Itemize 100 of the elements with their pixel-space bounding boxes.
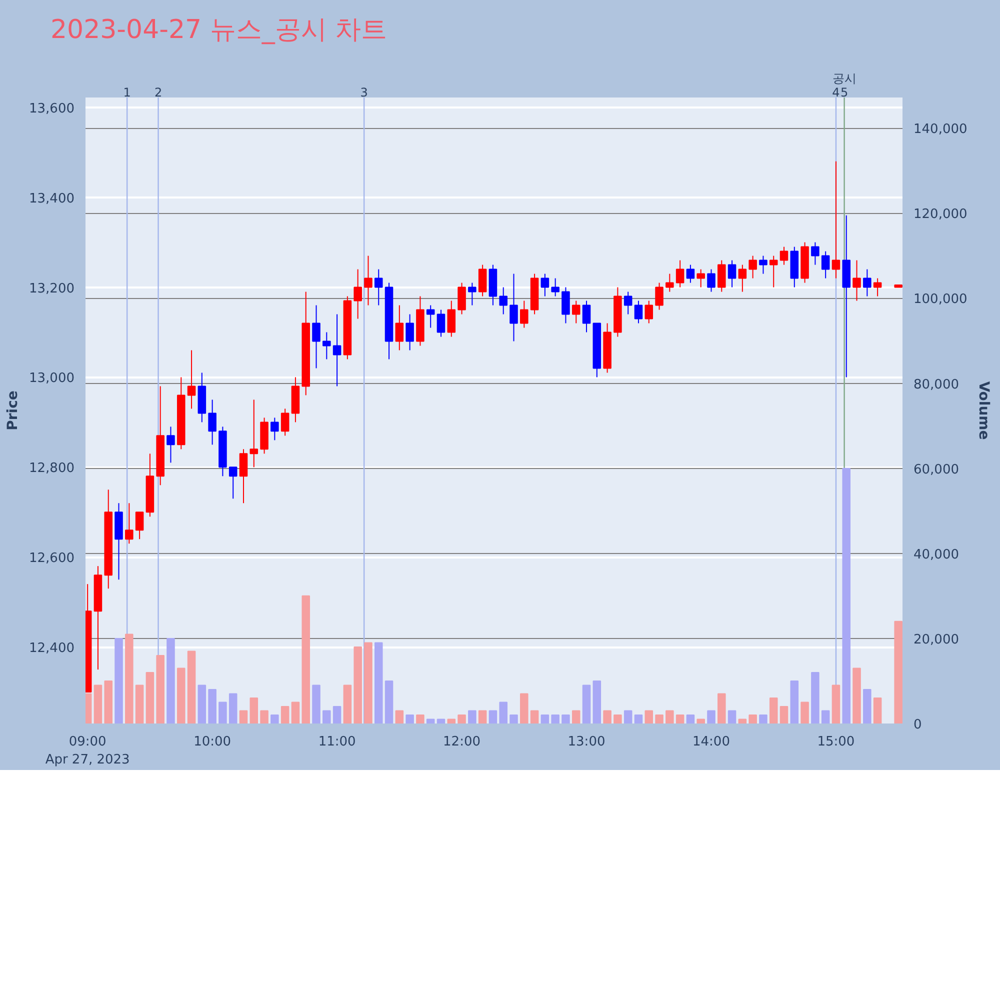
bar	[302, 595, 310, 724]
candlestick	[634, 300, 643, 324]
candlestick	[135, 512, 144, 540]
bar	[499, 702, 508, 724]
bar	[395, 710, 404, 724]
candlestick	[426, 304, 435, 328]
bar	[551, 714, 560, 724]
candlestick	[458, 282, 466, 315]
bar	[291, 702, 300, 724]
bar	[562, 714, 570, 724]
bar	[280, 706, 290, 724]
bar	[176, 668, 186, 724]
bar	[208, 688, 216, 724]
bar	[582, 684, 591, 724]
y2-tick-label: 20,000	[914, 632, 959, 648]
y-tick-label: 12,400	[29, 641, 75, 656]
bar	[354, 646, 362, 724]
candlestick	[624, 291, 632, 315]
bar	[540, 714, 550, 724]
y2-tick-label: 60,000	[914, 462, 959, 478]
bar	[738, 718, 747, 724]
candlestick	[728, 260, 736, 288]
bar	[748, 714, 757, 724]
bar	[510, 714, 518, 724]
candlestick	[540, 273, 550, 297]
candlestick	[406, 314, 414, 351]
bar	[655, 714, 664, 724]
candlestick	[852, 260, 861, 302]
x-tick-label: 14:00	[692, 734, 730, 750]
bar	[125, 634, 134, 724]
candlestick	[436, 309, 446, 338]
candlestick	[769, 255, 778, 288]
candlestick	[447, 300, 456, 338]
candlestick	[354, 268, 362, 320]
ref-line-label: 5	[840, 86, 848, 100]
candlestick	[738, 264, 747, 292]
ref-line-label: 3	[360, 86, 368, 100]
candlestick	[499, 286, 508, 315]
x-tick-label: 11:00	[318, 734, 356, 750]
bar	[114, 638, 123, 724]
bar	[800, 702, 809, 724]
candlestick	[562, 286, 570, 324]
bar	[530, 710, 539, 724]
bar	[676, 714, 684, 724]
y2-tick-label: 140,000	[914, 122, 968, 138]
y-tick-label: 13,000	[29, 371, 75, 386]
bar	[146, 672, 154, 724]
candlestick	[707, 268, 716, 292]
candlestick	[696, 268, 705, 288]
bar	[811, 672, 820, 724]
candlestick	[676, 260, 684, 288]
candlestick	[332, 314, 342, 387]
bar	[603, 710, 612, 724]
bar	[312, 684, 320, 724]
bar	[821, 710, 830, 724]
bar	[343, 684, 352, 724]
ref-line-label: 2	[154, 86, 162, 100]
candlestick	[312, 304, 320, 369]
bar	[873, 697, 882, 724]
y-tick-label: 13,600	[29, 101, 75, 116]
x-tick-label: 10:00	[194, 734, 232, 750]
candlestick	[655, 282, 664, 310]
y-tick-label: 13,200	[29, 281, 75, 296]
candlestick	[468, 282, 476, 306]
bar	[406, 714, 414, 724]
bar	[718, 693, 726, 724]
bar	[478, 710, 487, 724]
candlestick	[510, 273, 518, 342]
bar	[187, 650, 196, 724]
bar	[332, 706, 342, 724]
bar	[832, 684, 840, 724]
x-tick-label: 12:00	[443, 734, 481, 750]
bar	[780, 706, 788, 724]
candlestick	[863, 268, 872, 297]
bar	[94, 684, 102, 724]
bar	[686, 714, 695, 724]
bar	[135, 684, 144, 724]
bar	[384, 680, 394, 724]
candlestick	[832, 160, 840, 279]
bar	[426, 718, 435, 724]
candlestick	[166, 426, 175, 464]
bar	[458, 714, 466, 724]
y2-tick-label: 40,000	[914, 547, 959, 562]
candlestick	[239, 448, 248, 504]
bar	[666, 710, 674, 724]
candlestick	[718, 260, 726, 292]
bar	[228, 693, 238, 724]
candlestick	[478, 264, 487, 297]
candlestick	[821, 250, 830, 279]
bar	[468, 710, 476, 724]
bar	[842, 468, 851, 724]
bar	[624, 710, 632, 724]
y-tick-label: 13,400	[29, 191, 75, 206]
bar	[759, 714, 768, 724]
bar	[270, 714, 279, 724]
candlestick	[125, 502, 134, 544]
candlestick	[686, 264, 695, 284]
y2-axis-title: Volume	[975, 381, 992, 440]
bar	[436, 718, 446, 724]
bar	[218, 702, 227, 724]
